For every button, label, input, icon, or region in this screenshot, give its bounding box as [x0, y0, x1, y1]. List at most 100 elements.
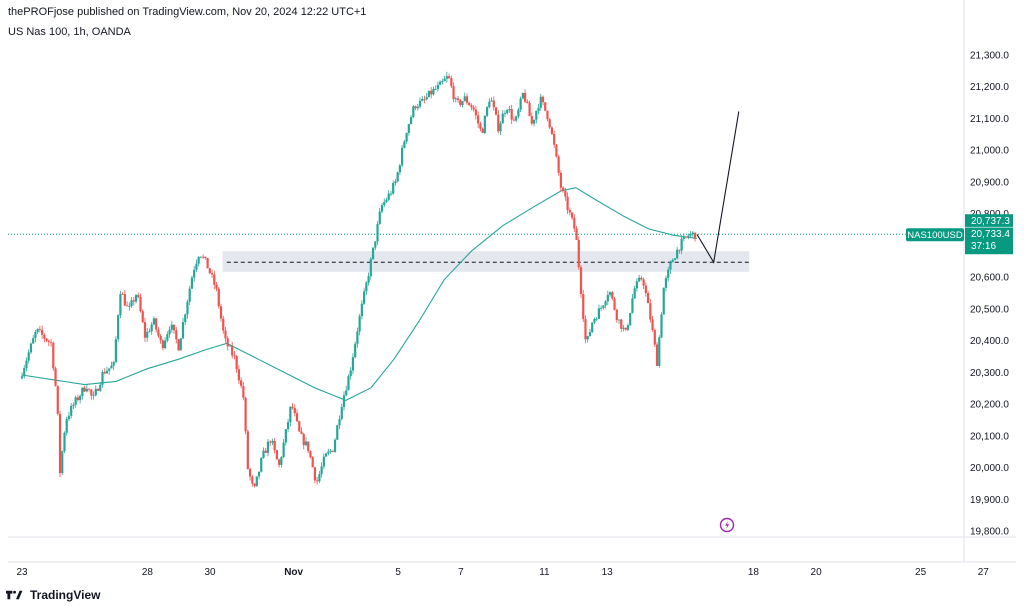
candle-body	[52, 342, 55, 369]
candle	[260, 457, 263, 473]
candle	[682, 233, 685, 242]
candle	[210, 269, 214, 278]
candle-body	[20, 376, 24, 379]
candle-body	[54, 368, 57, 386]
candle	[385, 197, 388, 203]
candle	[309, 450, 312, 459]
candle	[266, 439, 270, 457]
candle	[255, 476, 258, 487]
candle-body	[434, 88, 437, 90]
candle	[655, 342, 659, 366]
candle-body	[465, 96, 469, 103]
candle	[345, 385, 348, 397]
candle	[58, 410, 62, 478]
candle	[351, 353, 355, 375]
candle	[195, 259, 198, 272]
candle-body	[566, 196, 569, 211]
candle-body	[436, 84, 440, 89]
candle	[635, 278, 639, 292]
candle-body	[617, 319, 621, 321]
candle	[562, 185, 565, 193]
candle-body	[282, 442, 285, 458]
candle	[649, 298, 652, 323]
candle	[152, 316, 156, 326]
candle-body	[602, 305, 605, 308]
candle-body	[152, 318, 156, 325]
candle	[271, 438, 274, 446]
candle	[633, 285, 636, 299]
time-axis-label: 27	[978, 567, 990, 578]
candle-body	[477, 115, 480, 124]
candle-body	[271, 441, 274, 443]
candle-body	[414, 106, 417, 109]
bar-countdown-label: 37:16	[971, 241, 996, 252]
candle-body	[177, 339, 180, 351]
candle-body	[541, 96, 545, 103]
candle	[439, 80, 442, 85]
candle	[671, 258, 674, 263]
candle-body	[242, 385, 245, 398]
candle-body	[568, 210, 571, 213]
candle-body	[206, 257, 209, 269]
symbol-legend[interactable]: US Nas 100, 1h, OANDA	[8, 26, 131, 38]
time-axis-label: 20	[811, 567, 823, 578]
candle	[566, 192, 569, 215]
price-axis-tick: 20,400.0	[970, 336, 1009, 347]
candle-body	[199, 256, 202, 258]
price-axis-tick: 21,100.0	[970, 114, 1009, 125]
candle	[90, 388, 93, 400]
candle-body	[233, 355, 236, 357]
candle	[342, 391, 346, 411]
candle-body	[447, 76, 451, 79]
candle-body	[27, 352, 30, 361]
candle-body	[300, 431, 303, 434]
candle-body	[264, 450, 267, 453]
candle-body	[396, 172, 399, 182]
candle-body	[280, 457, 283, 465]
candle-body	[501, 113, 504, 124]
time-axis-label: 11	[539, 567, 550, 578]
candle-body	[36, 328, 39, 332]
candle-body	[405, 132, 408, 142]
candle-body	[524, 92, 527, 102]
candle	[240, 377, 243, 389]
candle-body	[38, 328, 41, 330]
candle	[662, 287, 665, 315]
candle-body	[210, 273, 214, 275]
candle	[47, 339, 50, 347]
candle	[669, 260, 672, 274]
candle-body	[278, 459, 281, 465]
candle-body	[197, 257, 200, 264]
candle-body	[461, 101, 464, 105]
candle	[604, 300, 607, 309]
candle	[555, 143, 558, 158]
time-axis-label: 18	[748, 567, 760, 578]
candle-body	[155, 318, 158, 330]
time-axis-label: 28	[142, 567, 154, 578]
candle	[564, 187, 567, 201]
candle-body	[132, 300, 135, 302]
candle	[577, 236, 580, 270]
candle	[573, 214, 576, 232]
candle-body	[662, 287, 665, 315]
candle	[553, 130, 556, 148]
candle	[197, 256, 200, 267]
price-axis-tick: 20,100.0	[970, 431, 1009, 442]
candle	[535, 110, 538, 124]
candle	[376, 221, 379, 246]
candle-body	[687, 235, 690, 237]
candle	[338, 415, 341, 430]
candle-body	[76, 397, 80, 401]
candle-body	[222, 318, 225, 331]
lightning-icon[interactable]	[719, 517, 735, 533]
candle-body	[579, 267, 583, 295]
candle	[273, 437, 276, 454]
candle-body	[61, 451, 64, 474]
candle-body	[251, 476, 254, 484]
candle-body	[253, 483, 256, 487]
candle	[61, 450, 64, 475]
brand-name: TradingView	[30, 588, 101, 602]
candle-body	[195, 263, 198, 270]
candle	[557, 154, 560, 176]
